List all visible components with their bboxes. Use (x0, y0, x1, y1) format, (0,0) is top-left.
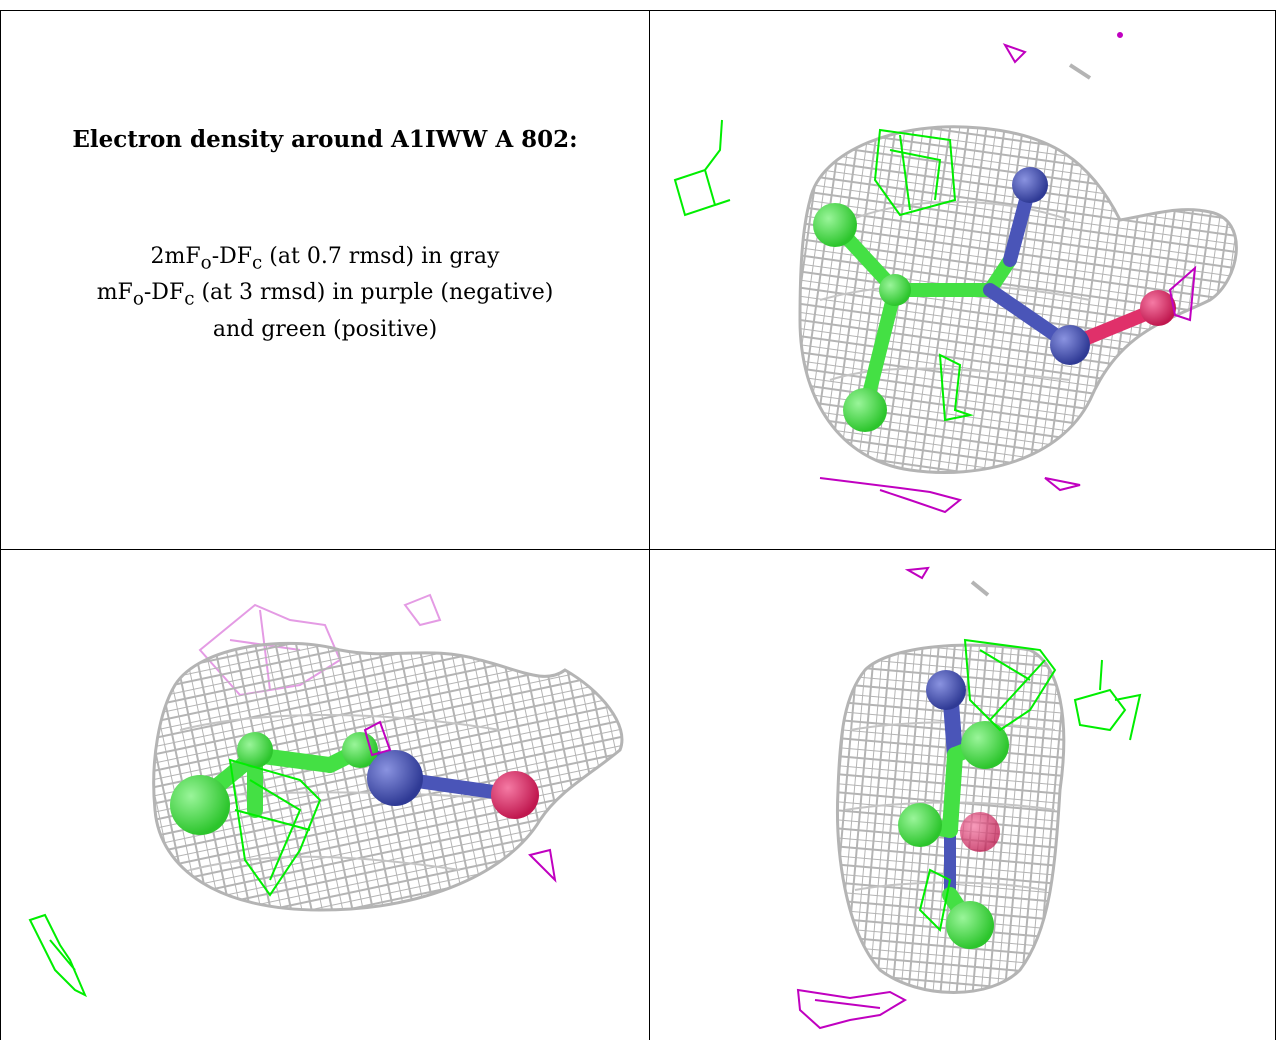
legend-line-colors: and green (positive) (212, 316, 438, 342)
table-border-top (0, 10, 1276, 11)
mesh-fragment (970, 580, 990, 597)
table-border-middle (0, 549, 1276, 550)
density-panel-view-1 (650, 0, 1276, 550)
caption-cell: Electron density around A1IWW A 802: 2mF… (0, 0, 650, 550)
figure-title: Electron density around A1IWW A 802: (72, 126, 578, 153)
ligand-model (170, 732, 539, 835)
mesh-positive (28, 758, 322, 998)
density-map-view-1-icon (673, 32, 1238, 514)
legend-text: 2mFo-DFc (at 0.7 rmsd) in gray mFo-DFc (… (0, 242, 650, 345)
legend-line-2fofc: 2mFo-DFc (at 0.7 rmsd) in gray (150, 244, 500, 274)
legend-line-fofc: mFo-DFc (at 3 rmsd) in purple (negative) (96, 280, 554, 310)
density-panel-view-2 (0, 550, 650, 1040)
density-map-view-3-icon (796, 566, 1142, 1030)
mesh-negative (796, 566, 930, 1030)
mesh-positive (673, 119, 974, 422)
mesh-negative (819, 32, 1197, 514)
mesh-positive (918, 638, 1142, 933)
table-border-center (649, 10, 650, 1040)
density-panel-view-3 (650, 550, 1276, 1040)
mesh-fragment (1068, 63, 1092, 80)
density-map-view-2-icon (28, 593, 624, 998)
ligand-model (813, 167, 1176, 432)
mesh-negative (363, 720, 557, 883)
table-border-left (0, 10, 1, 1040)
